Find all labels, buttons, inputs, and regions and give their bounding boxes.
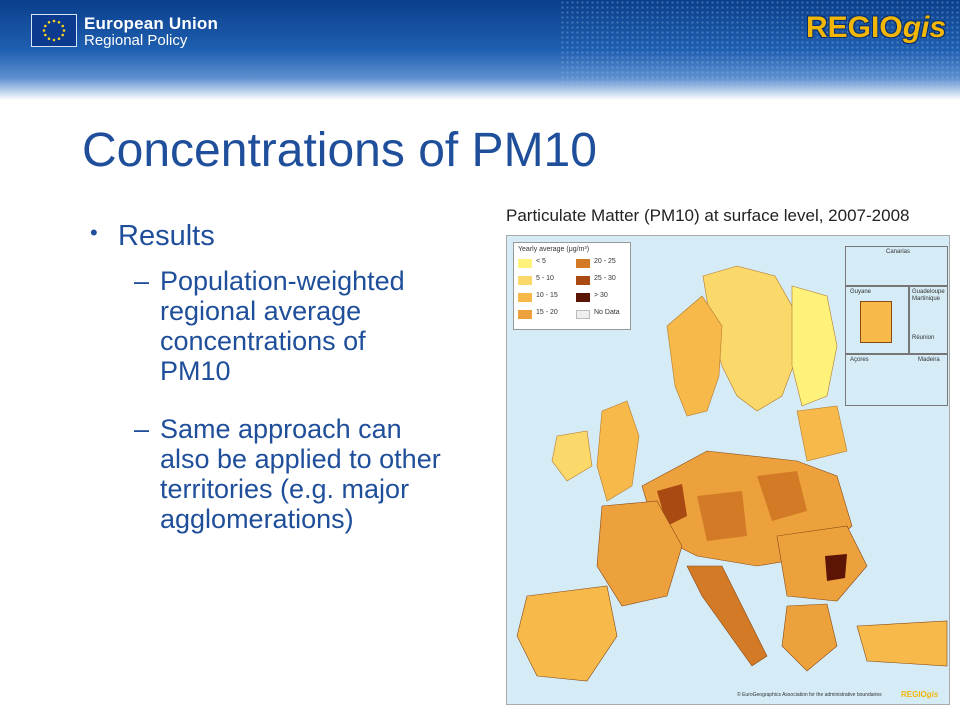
subbullet-line: regional average xyxy=(160,296,362,326)
inset-canarias: Canarias xyxy=(845,246,948,286)
europe-map-graphic xyxy=(516,265,948,682)
subbullet-1: – Population-weighted regional average c… xyxy=(134,266,405,386)
legend-item: 20 - 25 xyxy=(576,257,634,271)
subbullet-line: territories (e.g. major xyxy=(160,474,410,504)
header-band: European Union Regional Policy REGIOgis xyxy=(0,0,960,100)
subbullet-line: agglomerations) xyxy=(160,504,354,534)
subbullet-2: – Same approach can also be applied to o… xyxy=(134,414,441,534)
legend-swatch xyxy=(576,293,590,302)
legend-swatch xyxy=(576,276,590,285)
inset-label: Canarias xyxy=(886,249,911,255)
legend-item: < 5 xyxy=(518,257,576,271)
legend-label: No Data xyxy=(594,309,620,316)
map-legend: Yearly average (μg/m³) < 5 5 - 10 10 - 1… xyxy=(513,242,631,330)
bullet-text: Results xyxy=(118,220,215,252)
eu-flag-icon xyxy=(31,14,77,47)
inset-label: Guyane xyxy=(850,289,872,295)
legend-swatch xyxy=(576,259,590,268)
inset-label: Madeira xyxy=(918,357,940,363)
legend-swatch xyxy=(518,310,532,319)
logo-suffix: gis xyxy=(902,11,947,44)
map-copyright: © EuroGeographics Association for the ad… xyxy=(737,692,882,698)
org-subtitle: Regional Policy xyxy=(84,32,188,49)
legend-swatch xyxy=(576,310,590,319)
org-title: European Union xyxy=(84,14,219,33)
dash-icon: – xyxy=(134,414,150,444)
map-logo-suffix: gis xyxy=(926,690,939,699)
regiogis-logo: REGIOgis xyxy=(806,11,946,45)
inset-acores-madeira: Açores Madeira xyxy=(845,354,948,406)
inset-guyane: Guyane xyxy=(845,286,909,354)
bullet-dot-icon: • xyxy=(90,220,98,245)
inset-guadeloupe-martinique: Guadeloupe Martinique Réunion xyxy=(909,286,948,354)
legend-item: > 30 xyxy=(576,291,634,305)
legend-label: 20 - 25 xyxy=(594,258,616,265)
legend-label: 25 - 30 xyxy=(594,275,616,282)
legend-label: < 5 xyxy=(536,258,546,265)
slide-title: Concentrations of PM10 xyxy=(82,124,597,177)
legend-item: No Data xyxy=(576,308,634,322)
inset-label: Guadeloupe xyxy=(912,289,945,295)
legend-title: Yearly average (μg/m³) xyxy=(518,246,590,253)
legend-label: 10 - 15 xyxy=(536,292,558,299)
legend-swatch xyxy=(518,293,532,302)
map-regiogis-logo: REGIOgis xyxy=(901,690,938,699)
europe-dots-texture xyxy=(560,0,960,90)
subbullet-line: also be applied to other xyxy=(160,444,441,474)
legend-item: 15 - 20 xyxy=(518,308,576,322)
subbullet-line: concentrations of xyxy=(160,326,366,356)
legend-item: 25 - 30 xyxy=(576,274,634,288)
map-title: Particulate Matter (PM10) at surface lev… xyxy=(506,206,910,225)
legend-label: > 30 xyxy=(594,292,608,299)
subbullet-line: Same approach can xyxy=(160,414,402,444)
legend-item: 5 - 10 xyxy=(518,274,576,288)
inset-label: Açores xyxy=(850,357,869,363)
subbullet-line: Population-weighted xyxy=(160,266,405,296)
legend-swatch xyxy=(518,259,532,268)
subbullet-line: PM10 xyxy=(160,356,231,386)
legend-label: 5 - 10 xyxy=(536,275,554,282)
logo-main: REGIO xyxy=(806,11,903,44)
legend-swatch xyxy=(518,276,532,285)
legend-item: 10 - 15 xyxy=(518,291,576,305)
pm10-map: Yearly average (μg/m³) < 5 5 - 10 10 - 1… xyxy=(506,235,950,705)
legend-label: 15 - 20 xyxy=(536,309,558,316)
map-logo-main: REGIO xyxy=(901,690,927,699)
guyane-shape xyxy=(860,301,892,343)
inset-label: Martinique xyxy=(912,296,941,302)
dash-icon: – xyxy=(134,266,150,296)
inset-label: Réunion xyxy=(912,335,935,341)
